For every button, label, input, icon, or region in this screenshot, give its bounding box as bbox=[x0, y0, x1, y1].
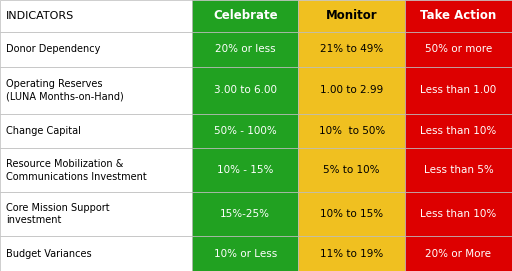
Text: 5% to 10%: 5% to 10% bbox=[324, 165, 380, 175]
Text: 3.00 to 6.00: 3.00 to 6.00 bbox=[214, 85, 277, 95]
Bar bbox=[298, 192, 405, 236]
Text: Donor Dependency: Donor Dependency bbox=[6, 44, 100, 54]
Bar bbox=[0, 32, 192, 67]
Text: 50% - 100%: 50% - 100% bbox=[214, 126, 276, 136]
Bar bbox=[0, 67, 192, 114]
Bar bbox=[298, 236, 405, 271]
Bar bbox=[0, 192, 192, 236]
Bar bbox=[405, 149, 512, 192]
Bar bbox=[405, 114, 512, 149]
Bar bbox=[192, 192, 298, 236]
Bar bbox=[405, 236, 512, 271]
Bar bbox=[298, 114, 405, 149]
Text: 50% or more: 50% or more bbox=[425, 44, 492, 54]
Bar bbox=[298, 0, 405, 32]
Text: Celebrate: Celebrate bbox=[213, 9, 278, 22]
Text: Resource Mobilization &
Communications Investment: Resource Mobilization & Communications I… bbox=[6, 159, 147, 182]
Bar bbox=[0, 0, 192, 32]
Text: 20% or less: 20% or less bbox=[215, 44, 275, 54]
Text: Core Mission Support
investment: Core Mission Support investment bbox=[6, 203, 110, 225]
Text: 10% - 15%: 10% - 15% bbox=[217, 165, 273, 175]
Bar bbox=[192, 0, 298, 32]
Text: 10%  to 50%: 10% to 50% bbox=[318, 126, 385, 136]
Bar bbox=[405, 0, 512, 32]
Bar bbox=[192, 236, 298, 271]
Bar bbox=[405, 192, 512, 236]
Bar bbox=[298, 32, 405, 67]
Text: Less than 10%: Less than 10% bbox=[420, 126, 497, 136]
Bar bbox=[405, 32, 512, 67]
Bar bbox=[405, 67, 512, 114]
Text: Less than 1.00: Less than 1.00 bbox=[420, 85, 497, 95]
Text: Operating Reserves
(LUNA Months-on-Hand): Operating Reserves (LUNA Months-on-Hand) bbox=[6, 79, 124, 101]
Bar bbox=[0, 114, 192, 149]
Text: Monitor: Monitor bbox=[326, 9, 377, 22]
Bar bbox=[192, 149, 298, 192]
Text: 15%-25%: 15%-25% bbox=[220, 209, 270, 219]
Text: INDICATORS: INDICATORS bbox=[6, 11, 74, 21]
Text: 10% to 15%: 10% to 15% bbox=[320, 209, 383, 219]
Bar bbox=[0, 149, 192, 192]
Text: Less than 5%: Less than 5% bbox=[423, 165, 494, 175]
Bar bbox=[298, 149, 405, 192]
Text: Less than 10%: Less than 10% bbox=[420, 209, 497, 219]
Text: Change Capital: Change Capital bbox=[6, 126, 81, 136]
Text: 21% to 49%: 21% to 49% bbox=[320, 44, 383, 54]
Text: Budget Variances: Budget Variances bbox=[6, 249, 92, 259]
Bar bbox=[192, 32, 298, 67]
Text: 20% or More: 20% or More bbox=[425, 249, 492, 259]
Text: 10% or Less: 10% or Less bbox=[214, 249, 277, 259]
Bar bbox=[192, 67, 298, 114]
Text: 11% to 19%: 11% to 19% bbox=[320, 249, 383, 259]
Bar bbox=[192, 114, 298, 149]
Text: Take Action: Take Action bbox=[420, 9, 497, 22]
Bar bbox=[0, 236, 192, 271]
Bar bbox=[298, 67, 405, 114]
Text: 1.00 to 2.99: 1.00 to 2.99 bbox=[320, 85, 383, 95]
